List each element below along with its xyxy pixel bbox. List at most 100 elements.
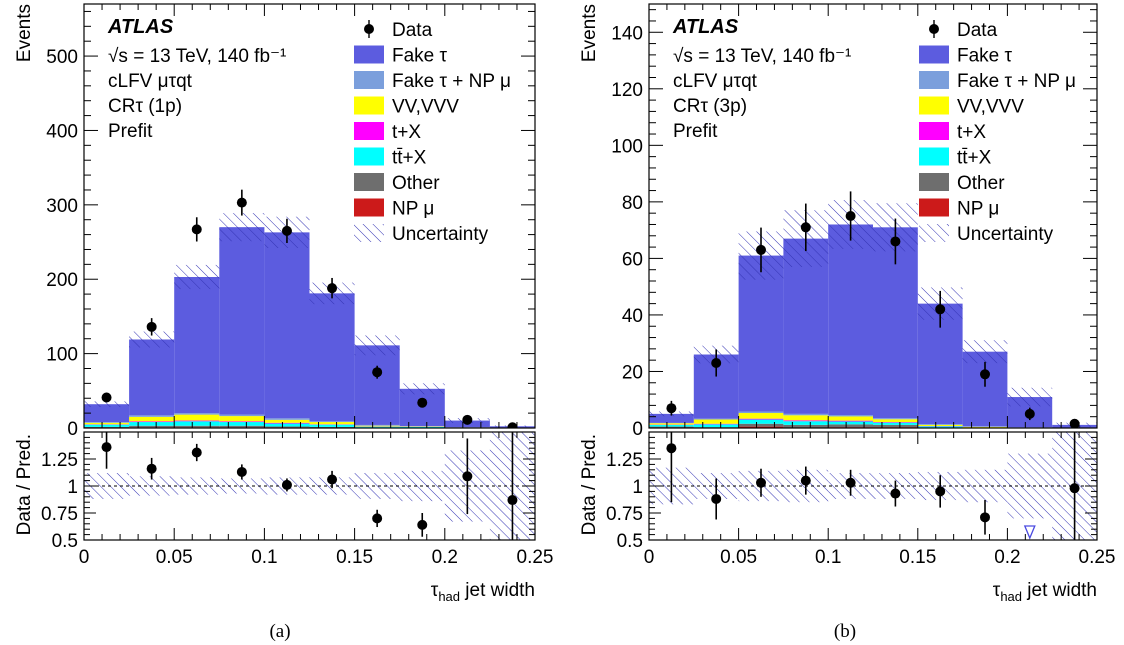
bar-fake_tau-bin-3 bbox=[783, 238, 829, 414]
ratio-offscale-marker-bin-8 bbox=[1023, 525, 1036, 540]
y-tick-label: 120 bbox=[611, 80, 643, 101]
ratio-point-bin-1 bbox=[146, 463, 157, 474]
legend-swatch bbox=[354, 122, 384, 140]
ticks bbox=[648, 4, 1098, 541]
bar-ttbar_x-bin-5 bbox=[873, 422, 918, 425]
bar-fake_tau_np_mu-bin-3 bbox=[219, 414, 265, 417]
uncertainty-band-bin-7 bbox=[399, 383, 445, 395]
bar-other-bin-0 bbox=[84, 426, 130, 428]
bar-ttbar_x-bin-3 bbox=[219, 422, 265, 426]
bar-fake_tau-bin-6 bbox=[354, 345, 400, 425]
stack bbox=[649, 191, 1097, 428]
legend-label: Uncertainty bbox=[957, 224, 1054, 245]
y-tick-label: 40 bbox=[622, 306, 643, 327]
bar-ttbar_x-bin-6 bbox=[354, 426, 400, 428]
legend-swatch-uncertainty bbox=[919, 224, 949, 242]
data-point-bin-0 bbox=[666, 403, 677, 414]
y-tick-label: 500 bbox=[46, 47, 78, 68]
legend: Data Fake τ Fake τ + NP μ VV,VVV t+X tt̄+X Oth… bbox=[354, 20, 511, 245]
x-tick-label: 0 bbox=[644, 547, 655, 568]
uncertainty-band-bin-1 bbox=[129, 331, 175, 348]
legend-swatch-uncertainty bbox=[354, 224, 384, 242]
bar-fake_tau_np_mu-bin-1 bbox=[693, 418, 739, 420]
uncertainty-band-bin-2 bbox=[174, 264, 220, 290]
legend-label: VV,VVV bbox=[392, 97, 459, 118]
bar-vv_vvv-bin-2 bbox=[174, 414, 220, 421]
uncertainty-band-bin-0 bbox=[84, 401, 130, 408]
y-tick-label: 60 bbox=[622, 249, 643, 270]
bar-other-bin-1 bbox=[129, 425, 175, 428]
data-point-bin-9 bbox=[1069, 418, 1080, 428]
atlas-label: ATLAS bbox=[672, 16, 739, 38]
y-tick-label: 0 bbox=[632, 419, 643, 440]
x-tick-label: 0.15 bbox=[336, 547, 373, 568]
ratio-point-bin-6 bbox=[935, 486, 946, 497]
x-tick-label: 0.05 bbox=[720, 547, 757, 568]
ratio-tick-label: 0.75 bbox=[41, 504, 78, 525]
bar-other-bin-5 bbox=[873, 424, 918, 428]
bar-ttbar_x-bin-6 bbox=[917, 426, 963, 428]
bar-vv_vvv-bin-6 bbox=[917, 424, 963, 427]
bar-ttbar_x-bin-2 bbox=[738, 419, 784, 424]
ratio-tick-label: 0.75 bbox=[606, 504, 643, 525]
legend-swatch bbox=[919, 71, 949, 89]
data-point-bin-7 bbox=[417, 397, 428, 408]
info-label: Prefit bbox=[108, 121, 153, 142]
bar-other-bin-2 bbox=[174, 425, 220, 428]
info-label: CRτ (3p) bbox=[673, 96, 747, 117]
x-tick-label: 0.05 bbox=[156, 547, 193, 568]
bar-ttbar_x-bin-1 bbox=[693, 424, 739, 428]
bar-vv_vvv-bin-4 bbox=[828, 416, 873, 421]
bar-vv_vvv-bin-0 bbox=[84, 422, 130, 425]
bar-fake_tau-bin-0 bbox=[84, 404, 130, 423]
ratio-point-bin-6 bbox=[372, 513, 383, 524]
panel-a: 0 0.05 0.1 0.15 0.2 0.25 0 100 200 300 400 500 0.5 0.… bbox=[14, 3, 553, 642]
bar-fake_tau_np_mu-bin-6 bbox=[917, 424, 963, 425]
legend-swatch bbox=[354, 147, 384, 166]
legend-swatch bbox=[354, 96, 384, 115]
ratio-point-bin-4 bbox=[281, 479, 292, 490]
data-point-bin-2 bbox=[191, 224, 202, 235]
x-tick-label: 0.15 bbox=[899, 547, 936, 568]
main-frame bbox=[648, 3, 1098, 429]
x-tick-label: 0.1 bbox=[815, 547, 841, 568]
legend-swatch bbox=[354, 71, 384, 89]
data-point-bin-0 bbox=[101, 392, 112, 403]
legend-label: Fake τ bbox=[957, 46, 1013, 67]
legend-label: Uncertainty bbox=[392, 224, 489, 245]
data-point-bin-5 bbox=[327, 283, 338, 294]
ratio-point-bin-5 bbox=[327, 474, 338, 485]
ratio-tick-label: 1.25 bbox=[606, 450, 643, 471]
bar-fake_tau-bin-1 bbox=[129, 339, 175, 416]
bar-other-bin-3 bbox=[219, 425, 265, 428]
legend: Data Fake τ Fake τ + NP μ VV,VVV t+X tt̄+X Oth… bbox=[919, 20, 1076, 245]
ratio-point-bin-5 bbox=[890, 488, 901, 499]
legend-swatch bbox=[919, 147, 949, 166]
bar-ttbar_x-bin-7 bbox=[399, 426, 445, 428]
legend-label: tt̄+X bbox=[392, 148, 427, 169]
y-tick-label: 0 bbox=[67, 419, 78, 440]
uncertainty-band-bin-6 bbox=[354, 335, 400, 356]
legend-label: Other bbox=[957, 173, 1005, 194]
y-tick-label: 300 bbox=[46, 196, 78, 217]
legend-label: tt̄+X bbox=[957, 148, 992, 169]
bar-ttbar_x-bin-1 bbox=[129, 422, 175, 426]
bar-fake_tau-bin-0 bbox=[649, 413, 694, 423]
uncertainty-band-bin-8 bbox=[1007, 387, 1053, 407]
legend-swatch bbox=[354, 45, 384, 64]
ratio-point-bin-3 bbox=[236, 466, 247, 477]
ratio-point-bin-7 bbox=[417, 519, 428, 530]
panel-caption: (a) bbox=[269, 621, 290, 642]
bar-ttbar_x-bin-0 bbox=[84, 424, 130, 427]
bar-vv_vvv-bin-4 bbox=[264, 419, 310, 423]
data-point-bin-1 bbox=[711, 357, 722, 368]
legend-swatch bbox=[919, 173, 949, 191]
x-tick-label: 0.2 bbox=[994, 547, 1020, 568]
bar-t_x-bin-5 bbox=[873, 422, 918, 423]
bar-other-bin-4 bbox=[264, 426, 310, 428]
data-point-bin-4 bbox=[845, 211, 856, 221]
x-tick-label: 0.1 bbox=[251, 547, 277, 568]
data-point-bin-8 bbox=[1024, 408, 1035, 419]
bar-ttbar_x-bin-4 bbox=[828, 421, 873, 425]
